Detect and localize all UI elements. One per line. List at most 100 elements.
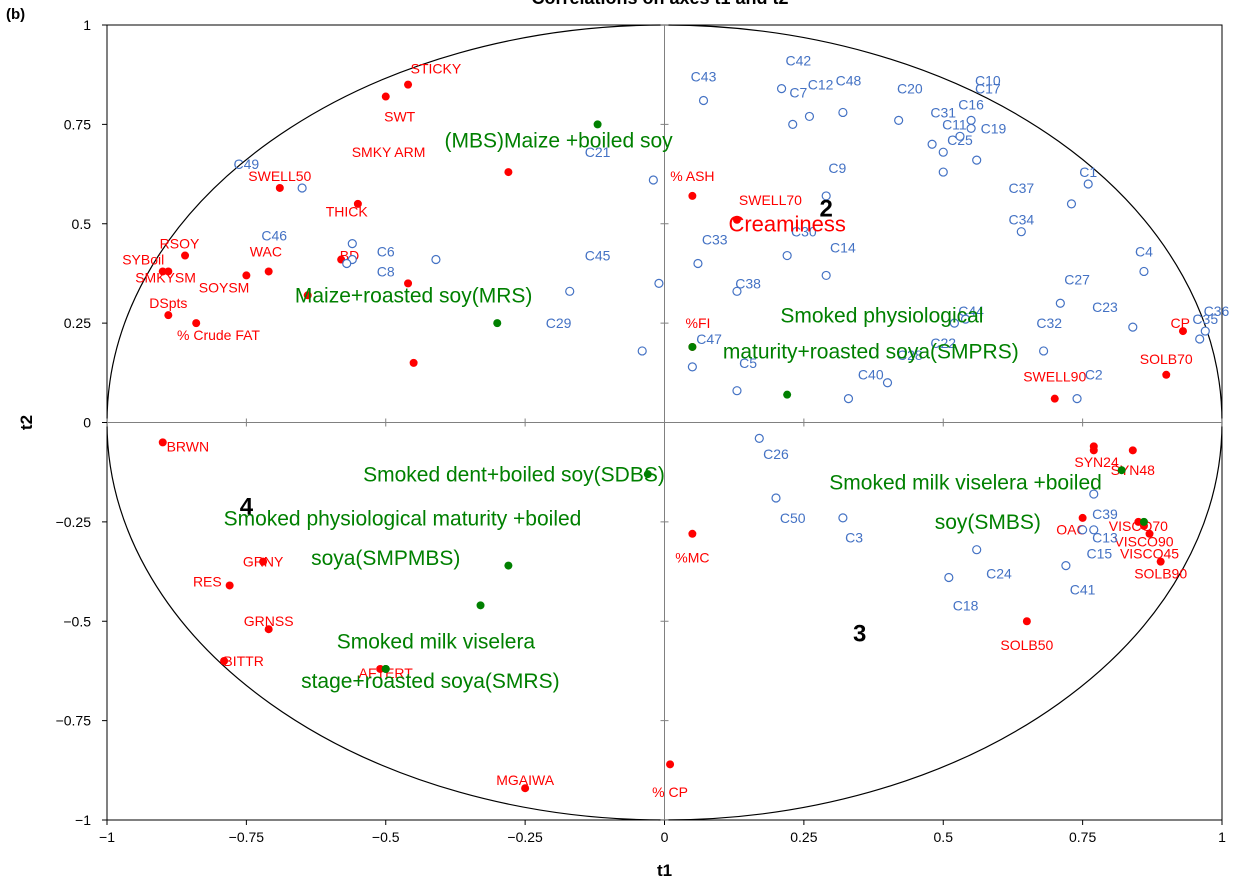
point-label-s0-34: GRNSS (244, 613, 294, 629)
point-label-s1-13: C21 (585, 144, 611, 160)
point-label-s1-2: C7 (789, 84, 807, 100)
point-s2-0 (593, 120, 602, 129)
point-label-s0-17: SWELL70 (739, 192, 802, 208)
point-label-s0-1: SWT (384, 108, 416, 124)
point-s0-20 (1162, 370, 1171, 379)
point-s0-10 (242, 271, 251, 280)
point-label-s2-7: Smoked physiological maturity +boiled (224, 507, 582, 530)
annotation-2: 4 (240, 493, 254, 520)
point-s2-3 (688, 342, 697, 351)
point-s1-51 (944, 572, 954, 583)
point-s0-26 (688, 529, 697, 538)
point-label-s0-30: VISCO45 (1120, 546, 1179, 562)
point-s0-25 (1128, 446, 1137, 455)
point-s0-3 (275, 183, 284, 192)
point-label-s2-3: maturity+roasted soya(SMPRS) (723, 340, 1019, 363)
point-s0-19 (1178, 327, 1187, 336)
point-label-s0-4: THICK (326, 204, 369, 220)
point-s1-21 (654, 278, 664, 288)
panel-label: (b) (6, 6, 26, 23)
point-s0-35 (220, 657, 229, 665)
point-s2-10 (381, 664, 390, 673)
point-s2-7 (504, 561, 513, 570)
point-label-s1-25: C23 (1092, 299, 1118, 315)
point-s0-5 (264, 267, 273, 276)
chart-title: Correlations on axes t1 and t2 (340, 0, 980, 9)
point-s1-4 (838, 107, 848, 118)
y-tick-label-3: −0.25 (56, 514, 92, 530)
point-label-s2-6: soy(SMBS) (935, 511, 1041, 534)
point-label-s1-17: C33 (702, 232, 728, 248)
y-tick-label-4: 0 (83, 415, 91, 431)
point-label-s1-36: C6 (377, 243, 395, 259)
point-label-s1-3: C12 (808, 77, 834, 93)
y-tick-label-8: 1 (83, 17, 91, 33)
point-label-s1-34: C28 (897, 347, 923, 363)
point-label-s1-27: C32 (1036, 315, 1062, 331)
point-s1-6 (927, 139, 937, 149)
point-label-s0-0: STICKY (411, 61, 462, 77)
point-label-s0-32: GRNY (243, 554, 284, 570)
point-label-s1-44: C3 (845, 530, 863, 546)
point-label-s1-10: C10 (975, 73, 1001, 89)
x-tick-label-3: −0.25 (507, 829, 543, 845)
y-tick-label-7: 0.75 (64, 116, 91, 132)
point-label-s1-31: C40 (858, 367, 884, 383)
point-label-s1-6: C31 (930, 104, 956, 120)
point-s0-32 (259, 557, 268, 566)
point-label-s1-22: C38 (735, 275, 761, 291)
point-label-s1-7: C11 (942, 116, 967, 132)
point-label-s0-37: SOLB50 (1000, 637, 1053, 653)
point-label-s2-0: (MBS)Maize +boiled soy (444, 130, 673, 153)
point-s1-48 (1078, 525, 1088, 535)
point-s1-29 (1200, 326, 1210, 336)
point-s1-19 (821, 270, 831, 281)
point-label-s2-9: Smoked milk viselera (337, 630, 536, 653)
point-s2-5 (1117, 466, 1126, 475)
point-s0-33 (225, 581, 234, 590)
point-label-s0-35: BITTR (223, 653, 263, 669)
point-s0-38 (521, 784, 530, 793)
point-label-s1-51: C18 (953, 597, 979, 613)
point-s0-11 (404, 279, 413, 288)
point-s0-31 (1156, 557, 1165, 566)
point-label-s0-21: SWELL90 (1023, 369, 1086, 385)
point-label-s1-30: C22 (930, 335, 956, 351)
point-label-s1-50: C41 (1070, 581, 1096, 597)
point-label-s2-2: Smoked physiological (780, 305, 983, 328)
point-s0-36 (376, 664, 385, 673)
x-tick-label-2: −0.5 (372, 829, 400, 845)
point-s1-8 (938, 167, 948, 177)
point-s1-50 (1061, 560, 1071, 571)
x-tick-label-5: 0.25 (790, 829, 817, 845)
point-label-s1-21: C45 (585, 247, 611, 263)
point-label-s1-1: C42 (785, 53, 811, 69)
point-label-s1-46: C39 (1092, 506, 1118, 522)
point-s1-44 (838, 513, 848, 523)
point-s1-33 (732, 386, 742, 396)
y-tick-label-1: −0.75 (56, 713, 92, 729)
point-label-s0-3: SWELL50 (248, 168, 311, 184)
point-s0-37 (1022, 617, 1031, 626)
point-label-s1-4: C48 (836, 73, 862, 89)
point-s0-7 (158, 267, 167, 276)
point-s1-14 (821, 191, 831, 201)
y-tick-label-6: 0.5 (72, 216, 92, 232)
point-label-s1-0: C43 (691, 69, 717, 85)
point-label-s0-22: BRWN (167, 438, 210, 454)
point-label-s0-5: WAC (250, 243, 282, 259)
point-label-s0-19: CP (1170, 315, 1189, 331)
point-label-s1-32: C47 (696, 331, 722, 347)
point-s1-7 (938, 147, 948, 157)
point-label-s2-8: soya(SMPMBS) (311, 547, 460, 570)
point-label-s0-23: SYN24 (1074, 454, 1119, 470)
y-tick-label-5: 0.25 (64, 315, 91, 331)
point-label-s1-19: C14 (830, 240, 856, 256)
point-label-s0-39: % CP (652, 784, 688, 800)
point-label-s0-7: SYBoil (122, 251, 164, 267)
point-s0-34 (264, 625, 273, 634)
point-label-s0-29: VISCO90 (1114, 534, 1173, 550)
point-s0-15 (409, 358, 418, 367)
point-s1-39 (297, 183, 307, 193)
point-label-s0-18: %FI (686, 315, 711, 331)
